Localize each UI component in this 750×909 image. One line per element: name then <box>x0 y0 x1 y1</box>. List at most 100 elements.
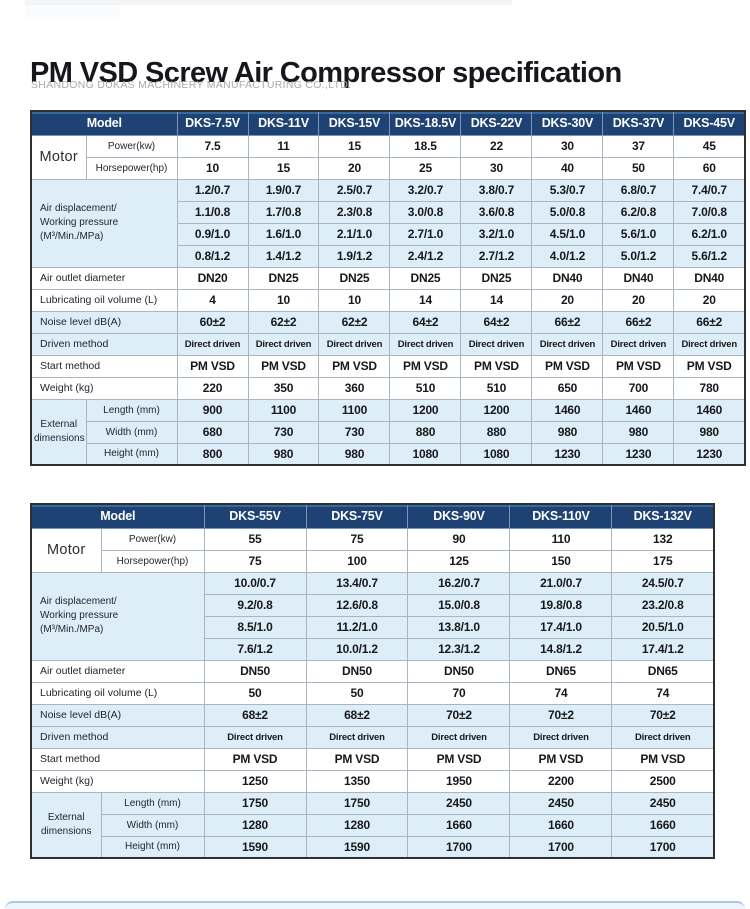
spec-value-cell: PM VSD <box>318 354 391 378</box>
spec-value-cell: 68±2 <box>305 703 409 727</box>
table-row: Air outlet diameter DN20 DN25 DN25 DN25 DN25 D… <box>30 266 746 290</box>
spec-value-cell: 1460 <box>673 398 746 422</box>
spec-value-cell: PM VSD <box>247 354 320 378</box>
spec-value-cell: DN50 <box>203 659 307 683</box>
column-header-dks-22v: DKS-22V <box>460 110 533 136</box>
spec-value-cell: 50 <box>305 681 409 705</box>
spec-value-cell: 4.0/1.2 <box>531 244 604 268</box>
spec-value-cell: 50 <box>602 156 675 180</box>
spec-value-cell: 1660 <box>509 813 613 837</box>
row-label-oil: Lubricating oil volume (L) <box>30 288 178 312</box>
spec-value-cell: 15 <box>318 134 391 158</box>
row-sublabel: Width (mm) <box>85 420 178 444</box>
spec-value-cell: Direct driven <box>460 332 533 356</box>
spec-value-cell: Direct driven <box>389 332 462 356</box>
spec-value-cell: 650 <box>531 376 604 400</box>
spec-value-cell: DN25 <box>460 266 533 290</box>
spec-value-cell: 20 <box>673 288 746 312</box>
table-row: Weight (kg) 1250 1350 1950 2200 2500 <box>30 769 715 793</box>
spec-value-cell: PM VSD <box>305 747 409 771</box>
spec-value-cell: 7.4/0.7 <box>673 178 746 202</box>
spec-value-cell: 19.8/0.8 <box>509 593 613 617</box>
table-row: Weight (kg) 220 350 360 510 510 650 700 780 <box>30 376 746 400</box>
spec-value-cell: 1080 <box>460 442 533 466</box>
row-label-outlet: Air outlet diameter <box>30 659 205 683</box>
spec-value-cell: 980 <box>531 420 604 444</box>
table-row: Height (mm) 800 980 980 1080 1080 1230 1230 1230 <box>31 442 746 466</box>
spec-value-cell: 25 <box>389 156 462 180</box>
spec-value-cell: 900 <box>176 398 249 422</box>
spec-value-cell: 62±2 <box>247 310 320 334</box>
row-label-motor: Motor <box>30 527 102 573</box>
spec-value-cell: 64±2 <box>389 310 462 334</box>
spec-value-cell: 1230 <box>673 442 746 466</box>
spec-value-cell: DN25 <box>247 266 320 290</box>
spec-value-cell: Direct driven <box>673 332 746 356</box>
spec-value-cell: 1280 <box>203 813 307 837</box>
spec-value-cell: 1590 <box>305 835 409 859</box>
spec-value-cell: DN65 <box>611 659 715 683</box>
table-row: Lubricating oil volume (L) 50 50 70 74 74 <box>30 681 715 705</box>
spec-value-cell: 1200 <box>460 398 533 422</box>
spec-value-cell: DN40 <box>602 266 675 290</box>
spec-value-cell: 15 <box>247 156 320 180</box>
table-row: Horsepower(hp) 10 15 20 25 30 40 50 60 <box>31 156 746 180</box>
row-label-start: Start method <box>30 354 178 378</box>
spec-value-cell: 2500 <box>611 769 715 793</box>
spec-value-cell: PM VSD <box>531 354 604 378</box>
spec-value-cell: 2450 <box>509 791 613 815</box>
spec-value-cell: PM VSD <box>389 354 462 378</box>
row-sublabel: Horsepower(hp) <box>85 156 178 180</box>
spec-value-cell: 7.0/0.8 <box>673 200 746 224</box>
table-row: 1.1/0.8 1.7/0.8 2.3/0.8 3.0/0.8 3.6/0.8 5.0/0… <box>31 200 746 224</box>
spec-value-cell: Direct driven <box>203 725 307 749</box>
spec-value-cell: 64±2 <box>460 310 533 334</box>
spec-value-cell: DN25 <box>318 266 391 290</box>
spec-value-cell: 730 <box>247 420 320 444</box>
spec-value-cell: 680 <box>176 420 249 444</box>
spec-value-cell: 55 <box>203 527 307 551</box>
table-row: Height (mm) 1590 1590 1700 1700 1700 <box>31 835 715 859</box>
spec-value-cell: 17.4/1.2 <box>611 637 715 661</box>
spec-value-cell: DN50 <box>407 659 511 683</box>
spec-value-cell: 66±2 <box>531 310 604 334</box>
spec-value-cell: 45 <box>673 134 746 158</box>
spec-value-cell: 1100 <box>247 398 320 422</box>
spec-value-cell: 6.2/1.0 <box>673 222 746 246</box>
spec-value-cell: 60±2 <box>176 310 249 334</box>
spec-value-cell: 21.0/0.7 <box>509 571 613 595</box>
spec-value-cell: 30 <box>460 156 533 180</box>
row-sublabel: Width (mm) <box>100 813 205 837</box>
row-label-noise: Noise level dB(A) <box>30 703 205 727</box>
spec-value-cell: 1660 <box>611 813 715 837</box>
table-row: Start method PM VSD PM VSD PM VSD PM VSD PM V… <box>30 747 715 771</box>
spec-value-cell: 2450 <box>407 791 511 815</box>
spec-value-cell: 66±2 <box>602 310 675 334</box>
model-header: Model <box>30 503 205 529</box>
spec-value-cell: 125 <box>407 549 511 573</box>
spec-value-cell: 1460 <box>602 398 675 422</box>
spec-value-cell: PM VSD <box>460 354 533 378</box>
spec-value-cell: 880 <box>389 420 462 444</box>
spec-value-cell: 3.2/1.0 <box>460 222 533 246</box>
spec-value-cell: 20 <box>318 156 391 180</box>
spec-value-cell: Direct driven <box>305 725 409 749</box>
spec-value-cell: 1200 <box>389 398 462 422</box>
model-header: Model <box>30 110 178 136</box>
company-subtitle: SHANDONG DUKAS MACHINERY MANUFACTURING C… <box>31 79 352 91</box>
spec-value-cell: Direct driven <box>247 332 320 356</box>
spec-value-cell: DN25 <box>389 266 462 290</box>
spec-value-cell: 730 <box>318 420 391 444</box>
spec-value-cell: 4 <box>176 288 249 312</box>
spec-value-cell: 110 <box>509 527 613 551</box>
spec-value-cell: 2.4/1.2 <box>389 244 462 268</box>
column-header-dks-55v: DKS-55V <box>203 503 307 529</box>
spec-value-cell: 10 <box>176 156 249 180</box>
table-row: Lubricating oil volume (L) 4 10 10 14 14 20 20 2… <box>30 288 746 312</box>
table-row: 0.8/1.2 1.4/1.2 1.9/1.2 2.4/1.2 2.7/1.2 4.0/1… <box>31 244 746 268</box>
row-label-start: Start method <box>30 747 205 771</box>
spec-value-cell: 9.2/0.8 <box>203 593 307 617</box>
spec-value-cell: 350 <box>247 376 320 400</box>
spec-value-cell: 3.8/0.7 <box>460 178 533 202</box>
spec-value-cell: 24.5/0.7 <box>611 571 715 595</box>
